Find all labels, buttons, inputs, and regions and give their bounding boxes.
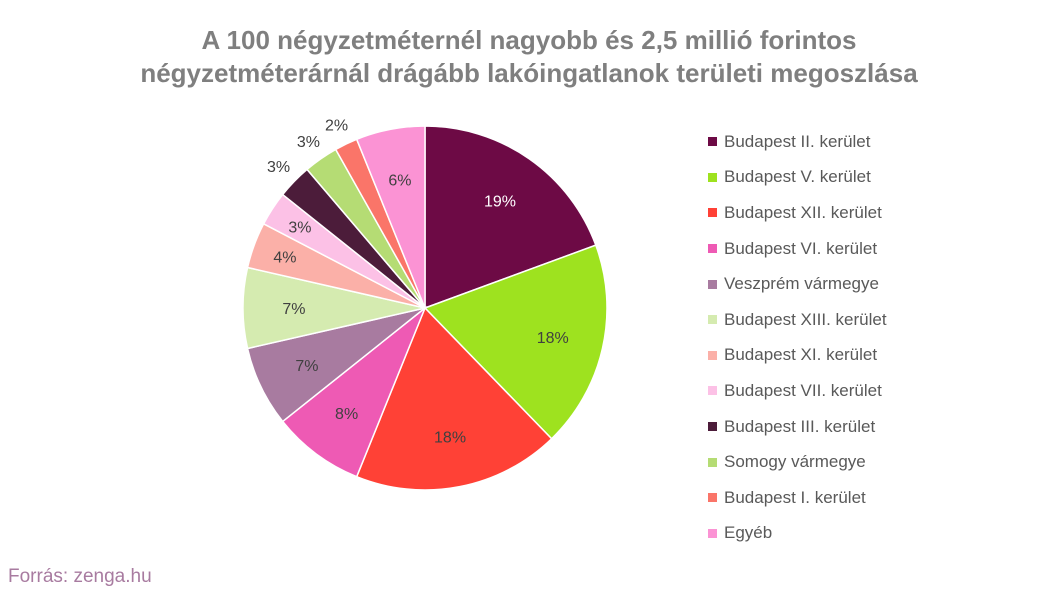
data-label: 18%: [537, 330, 569, 347]
data-label: 4%: [273, 249, 296, 266]
legend-swatch: [708, 208, 717, 218]
legend-label: Budapest II. kerület: [724, 131, 871, 151]
legend: Budapest II. kerület Budapest V. kerület B…: [708, 124, 887, 551]
legend-item: Budapest II. kerület: [708, 124, 887, 160]
legend-swatch: [708, 457, 717, 467]
legend-label: Budapest VII. kerület: [724, 380, 882, 400]
legend-item: Veszprém vármegye: [708, 266, 887, 302]
pie-slice: [355, 125, 426, 309]
legend-item: Budapest XII. kerület: [708, 195, 887, 231]
legend-label: Budapest III. kerület: [724, 416, 876, 436]
legend-item: Budapest I. kerület: [708, 480, 887, 516]
legend-item: Budapest XIII. kerület: [708, 302, 887, 338]
legend-item: Budapest VI. kerület: [708, 231, 887, 267]
legend-label: Budapest XIII. kerület: [724, 309, 887, 329]
legend-swatch: [708, 493, 717, 503]
data-label: 3%: [288, 220, 311, 237]
title-line-2: négyzetméterárnál drágább lakóingatlanok…: [140, 58, 918, 88]
legend-swatch: [708, 244, 717, 254]
legend-label: Egyéb: [724, 523, 773, 543]
pie-slice: [424, 125, 597, 310]
data-label: 18%: [434, 430, 466, 447]
data-label: 8%: [335, 406, 358, 423]
legend-label: Budapest XI. kerület: [724, 345, 878, 365]
legend-label: Budapest XII. kerület: [724, 202, 882, 222]
legend-label: Budapest V. kerület: [724, 167, 871, 187]
data-label: 19%: [484, 194, 516, 211]
chart-title: A 100 négyzetméternél nagyobb és 2,5 mil…: [0, 24, 1058, 90]
legend-swatch: [708, 279, 717, 289]
legend-swatch: [708, 386, 717, 396]
legend-label: Somogy vármegye: [724, 452, 866, 472]
data-label: 2%: [325, 117, 348, 134]
legend-item: Budapest V. kerület: [708, 160, 887, 196]
legend-item: Budapest VII. kerület: [708, 373, 887, 409]
legend-swatch: [708, 172, 717, 182]
title-line-1: A 100 négyzetméternél nagyobb és 2,5 mil…: [201, 25, 857, 55]
pie-slice: [355, 306, 553, 491]
legend-item: Somogy vármegye: [708, 444, 887, 480]
data-label: 7%: [282, 301, 305, 318]
data-label: 3%: [267, 159, 290, 176]
data-label: 7%: [295, 358, 318, 375]
legend-label: Budapest VI. kerület: [724, 238, 878, 258]
legend-swatch: [708, 528, 717, 538]
legend-swatch: [708, 350, 717, 360]
legend-item: Budapest XI. kerület: [708, 338, 887, 374]
pie-slice: [423, 244, 608, 440]
legend-swatch: [708, 137, 717, 147]
source-note: Forrás: zenga.hu: [8, 566, 152, 587]
data-label: 6%: [388, 172, 411, 189]
pie-slice: [281, 305, 427, 478]
legend-swatch: [708, 315, 717, 325]
data-label: 3%: [297, 134, 320, 151]
legend-item: Budapest III. kerület: [708, 409, 887, 445]
legend-label: Budapest I. kerület: [724, 487, 866, 507]
legend-swatch: [708, 422, 717, 432]
legend-item: Egyéb: [708, 516, 887, 552]
legend-label: Veszprém vármegye: [724, 274, 879, 294]
